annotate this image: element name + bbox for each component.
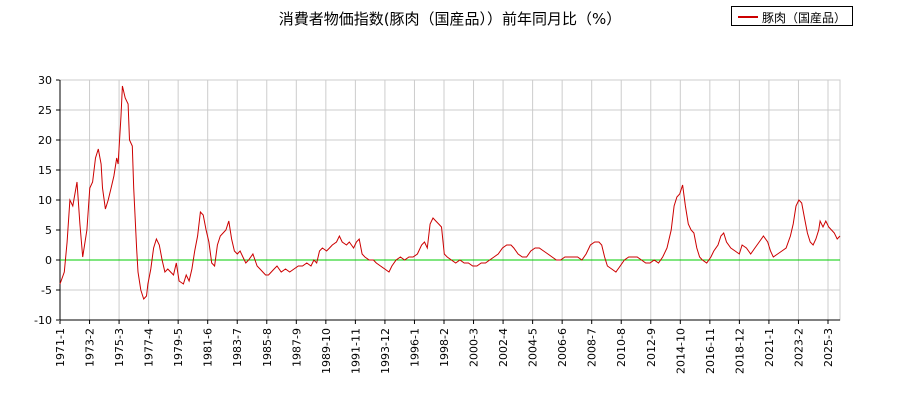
- x-tick-label: 1985-8: [261, 328, 274, 367]
- x-tick-label: 2000-3: [468, 328, 481, 367]
- x-tick-label: 2012-9: [645, 328, 658, 367]
- y-tick-label: 5: [45, 224, 52, 237]
- y-tick-label: -5: [41, 284, 52, 297]
- series-line: [59, 85, 841, 300]
- x-tick-label: 2010-8: [615, 328, 628, 367]
- x-tick-label: 2016-11: [704, 328, 717, 374]
- x-tick-label: 1977-4: [143, 328, 156, 367]
- x-tick-label: 1971-1: [54, 328, 67, 367]
- legend-swatch: [738, 16, 758, 18]
- legend-label: 豚肉（国産品）: [762, 11, 847, 25]
- chart-title: 消費者物価指数(豚肉（国産品））前年同月比（%）: [278, 10, 622, 28]
- x-tick-label: 2014-10: [674, 328, 687, 374]
- x-tick-label: 1993-12: [379, 328, 392, 374]
- x-tick-label: 2023-2: [792, 328, 805, 367]
- y-tick-label: 10: [38, 194, 52, 207]
- x-tick-label: 1989-10: [320, 328, 333, 374]
- x-tick-label: 1975-3: [113, 328, 126, 367]
- x-tick-label: 2002-4: [497, 328, 510, 367]
- x-tick-label: 1973-2: [84, 328, 97, 367]
- y-tick-label: 25: [38, 104, 52, 117]
- x-tick-label: 2008-7: [586, 328, 599, 367]
- x-tick-label: 1981-6: [202, 328, 215, 367]
- x-tick-label: 1979-5: [172, 328, 185, 367]
- x-tick-label: 1983-7: [231, 328, 244, 367]
- x-tick-label: 2021-1: [763, 328, 776, 367]
- y-tick-label: 0: [45, 254, 52, 267]
- legend: 豚肉（国産品）: [731, 6, 853, 26]
- x-tick-label: 1991-11: [349, 328, 362, 374]
- y-tick-label: 15: [38, 164, 52, 177]
- y-tick-label: -10: [34, 314, 52, 327]
- x-tick-label: 1987-9: [290, 328, 303, 367]
- x-tick-label: 2018-12: [733, 328, 746, 374]
- y-tick-label: 30: [38, 74, 52, 87]
- y-tick-label: 20: [38, 134, 52, 147]
- x-tick-label: 1998-2: [438, 328, 451, 367]
- x-tick-label: 2025-3: [822, 328, 835, 367]
- x-tick-label: 2004-5: [527, 328, 540, 367]
- x-tick-label: 1996-1: [408, 328, 421, 367]
- x-tick-label: 2006-6: [556, 328, 569, 367]
